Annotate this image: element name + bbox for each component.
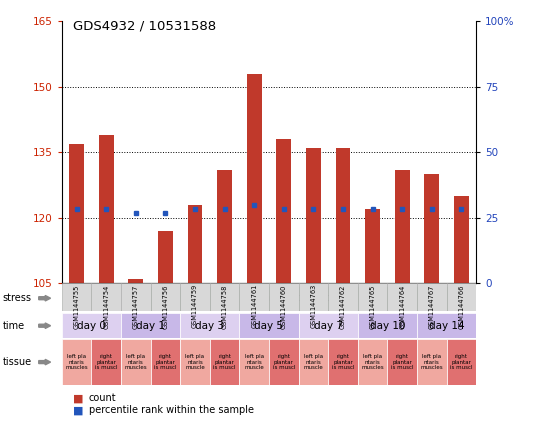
Bar bbox=[365, 209, 380, 283]
Text: day 5: day 5 bbox=[254, 321, 284, 331]
Text: right
plantar
is muscl: right plantar is muscl bbox=[332, 354, 354, 371]
Bar bbox=[299, 339, 328, 385]
Bar bbox=[299, 313, 358, 338]
Bar bbox=[424, 174, 439, 283]
Bar bbox=[121, 286, 476, 311]
Bar bbox=[188, 205, 202, 283]
Text: day 10: day 10 bbox=[370, 321, 405, 331]
Text: day 1: day 1 bbox=[136, 321, 165, 331]
Bar bbox=[299, 283, 328, 311]
Text: tissue: tissue bbox=[3, 357, 32, 367]
Text: GSM1144759: GSM1144759 bbox=[192, 284, 198, 329]
Text: GSM1144757: GSM1144757 bbox=[133, 284, 139, 329]
Text: right
plantar
is muscl: right plantar is muscl bbox=[154, 354, 176, 371]
Bar bbox=[269, 283, 299, 311]
Text: day 3: day 3 bbox=[195, 321, 224, 331]
Bar bbox=[277, 139, 291, 283]
Text: right
plantar
is muscl: right plantar is muscl bbox=[450, 354, 472, 371]
Bar bbox=[447, 339, 476, 385]
Text: GSM1144764: GSM1144764 bbox=[399, 284, 405, 329]
Bar bbox=[121, 339, 151, 385]
Bar bbox=[158, 231, 173, 283]
Bar bbox=[180, 283, 210, 311]
Text: GSM1144756: GSM1144756 bbox=[162, 284, 168, 329]
Text: GSM1144754: GSM1144754 bbox=[103, 284, 109, 329]
Bar bbox=[247, 74, 261, 283]
Bar bbox=[69, 143, 84, 283]
Text: left pla
ntaris
muscle: left pla ntaris muscle bbox=[244, 354, 264, 371]
Text: GSM1144755: GSM1144755 bbox=[74, 284, 80, 329]
Bar bbox=[62, 283, 91, 311]
Bar bbox=[358, 339, 387, 385]
Bar bbox=[358, 283, 387, 311]
Text: left pla
ntaris
muscle: left pla ntaris muscle bbox=[185, 354, 205, 371]
Bar bbox=[121, 283, 151, 311]
Bar bbox=[447, 283, 476, 311]
Bar bbox=[306, 148, 321, 283]
Text: right
plantar
is muscl: right plantar is muscl bbox=[95, 354, 117, 371]
Bar bbox=[210, 283, 239, 311]
Bar bbox=[336, 148, 350, 283]
Text: GDS4932 / 10531588: GDS4932 / 10531588 bbox=[73, 19, 216, 32]
Text: right
plantar
is muscl: right plantar is muscl bbox=[214, 354, 236, 371]
Text: right
plantar
is muscl: right plantar is muscl bbox=[273, 354, 295, 371]
Bar bbox=[387, 339, 417, 385]
Text: left pla
ntaris
muscles: left pla ntaris muscles bbox=[65, 354, 88, 371]
Bar bbox=[328, 283, 358, 311]
Text: GSM1144762: GSM1144762 bbox=[340, 284, 346, 329]
Text: count: count bbox=[89, 393, 116, 404]
Text: percentile rank within the sample: percentile rank within the sample bbox=[89, 405, 254, 415]
Text: time: time bbox=[3, 321, 25, 331]
Bar bbox=[99, 135, 114, 283]
Bar bbox=[91, 283, 121, 311]
Text: GSM1144763: GSM1144763 bbox=[310, 284, 316, 329]
Bar bbox=[180, 339, 210, 385]
Text: synergist ablation: synergist ablation bbox=[252, 293, 345, 303]
Text: left pla
ntaris
muscle: left pla ntaris muscle bbox=[303, 354, 323, 371]
Bar bbox=[395, 170, 409, 283]
Text: day 7: day 7 bbox=[314, 321, 343, 331]
Text: GSM1144766: GSM1144766 bbox=[458, 284, 464, 329]
Bar bbox=[417, 339, 447, 385]
Bar bbox=[387, 283, 417, 311]
Text: left pla
ntaris
muscles: left pla ntaris muscles bbox=[420, 354, 443, 371]
Text: ■: ■ bbox=[73, 405, 83, 415]
Bar bbox=[239, 283, 269, 311]
Text: left pla
ntaris
muscles: left pla ntaris muscles bbox=[361, 354, 384, 371]
Bar bbox=[417, 313, 476, 338]
Text: GSM1144765: GSM1144765 bbox=[370, 284, 376, 329]
Bar bbox=[62, 339, 91, 385]
Text: right
plantar
is muscl: right plantar is muscl bbox=[391, 354, 413, 371]
Text: GSM1144767: GSM1144767 bbox=[429, 284, 435, 329]
Text: day 0: day 0 bbox=[77, 321, 106, 331]
Bar bbox=[358, 313, 417, 338]
Bar bbox=[151, 339, 180, 385]
Text: day 14: day 14 bbox=[429, 321, 464, 331]
Bar bbox=[121, 313, 180, 338]
Bar bbox=[180, 313, 239, 338]
Bar bbox=[454, 196, 469, 283]
Text: stress: stress bbox=[3, 293, 32, 303]
Bar bbox=[62, 313, 121, 338]
Bar bbox=[91, 339, 121, 385]
Bar bbox=[151, 283, 180, 311]
Bar bbox=[417, 283, 447, 311]
Bar bbox=[328, 339, 358, 385]
Bar bbox=[239, 313, 299, 338]
Bar bbox=[210, 339, 239, 385]
Text: GSM1144758: GSM1144758 bbox=[222, 284, 228, 329]
Bar bbox=[62, 286, 121, 311]
Text: GSM1144761: GSM1144761 bbox=[251, 284, 257, 329]
Bar bbox=[239, 339, 269, 385]
Text: control: control bbox=[73, 293, 110, 303]
Text: left pla
ntaris
muscles: left pla ntaris muscles bbox=[124, 354, 147, 371]
Bar bbox=[217, 170, 232, 283]
Text: GSM1144760: GSM1144760 bbox=[281, 284, 287, 329]
Text: ■: ■ bbox=[73, 393, 83, 404]
Bar bbox=[129, 279, 143, 283]
Bar bbox=[269, 339, 299, 385]
